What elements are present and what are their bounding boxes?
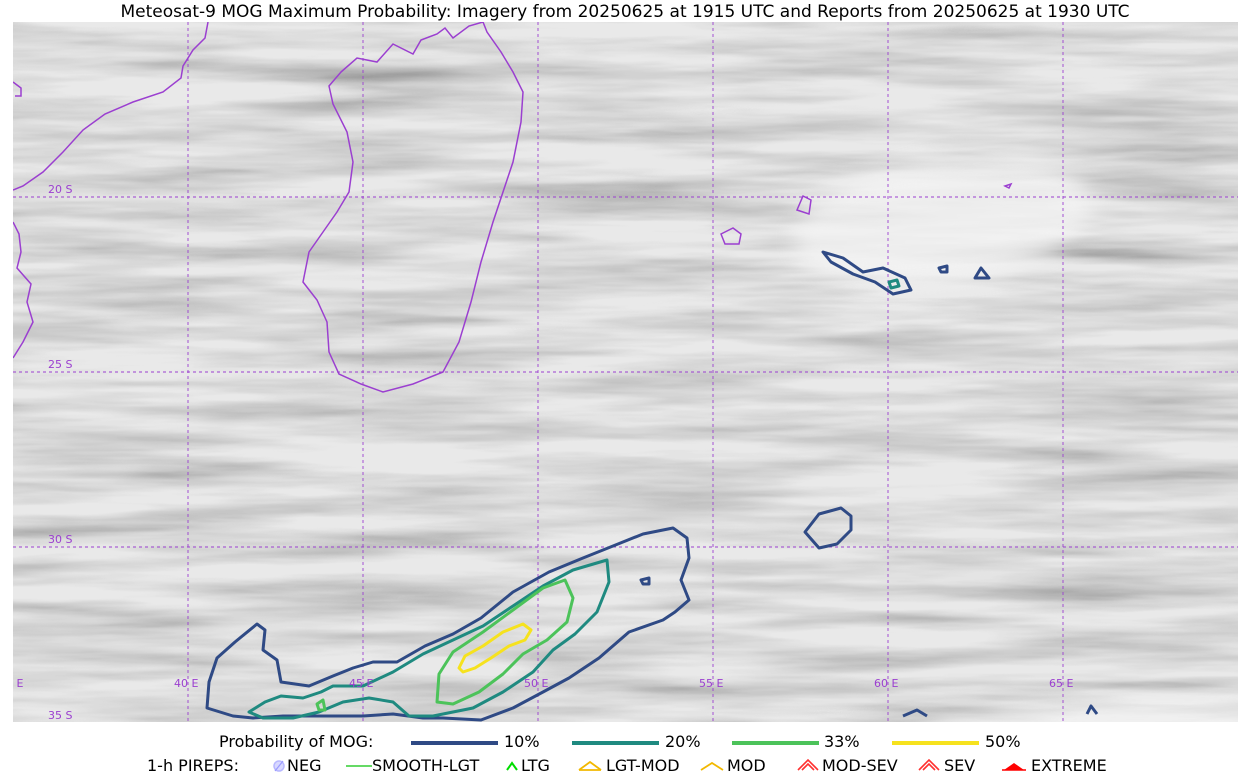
lat-label: 35 S: [48, 709, 72, 722]
bright-cloud-mass: [794, 157, 1092, 287]
pirep-label-lgt-mod: LGT-MOD: [606, 756, 680, 775]
pirep-label-mod-sev: MOD-SEV: [822, 756, 898, 775]
caret-icon: [700, 761, 724, 771]
africa-coast-mid: [13, 221, 34, 359]
prob-label-20: 20%: [665, 732, 701, 751]
double-caret-icon: [797, 758, 819, 771]
contour-10-southeast: [902, 708, 928, 718]
prob-swatch-33: [732, 741, 819, 745]
lon-label: 35 E: [13, 677, 23, 690]
lon-label: 40 E: [174, 677, 198, 690]
lat-label: 30 S: [48, 533, 72, 546]
lon-label: 50 E: [524, 677, 548, 690]
pirep-label-neg: NEG: [287, 756, 322, 775]
mauritius-coast: [720, 227, 742, 245]
prob-label-50: 50%: [985, 732, 1021, 751]
contour-20: [247, 558, 611, 720]
probability-legend: Probability of MOG: 10% 20% 33% 50%: [0, 732, 1250, 754]
contour-10-east-tip: [973, 266, 991, 280]
prob-label-33: 33%: [824, 732, 860, 751]
lat-label: 25 S: [48, 358, 72, 371]
africa-coast-top: [13, 81, 22, 97]
rodrigues-coast: [1003, 182, 1013, 190]
contour-20-east: [887, 278, 901, 290]
lon-label: 45 E: [349, 677, 373, 690]
lon-label: 60 E: [874, 677, 898, 690]
pirep-legend-title: 1-h PIREPS:: [147, 756, 239, 775]
contour-10-mid-island: [803, 506, 853, 550]
lon-label: 65 E: [1049, 677, 1073, 690]
prob-swatch-50: [892, 741, 979, 745]
mog-contours: [205, 250, 1099, 722]
pirep-label-extreme: EXTREME: [1031, 756, 1107, 775]
pirep-label-mod: MOD: [727, 756, 766, 775]
lon-label: 55 E: [699, 677, 723, 690]
caret-icon: [506, 761, 518, 771]
contour-10-small-box: [639, 576, 651, 586]
madagascar-coast: [302, 22, 524, 393]
lat-label: 20 S: [48, 183, 72, 196]
double-caret-icon: [918, 758, 940, 771]
prob-label-10: 10%: [504, 732, 540, 751]
contour-10-east: [821, 250, 913, 296]
africa-coast-north: [13, 22, 209, 191]
pirep-label-ltg: LTG: [521, 756, 550, 775]
contour-10-east-small: [937, 264, 949, 274]
contour-50: [457, 622, 533, 674]
satellite-map: 20 S 25 S 30 S 35 S 35 E 40 E 45 E 50 E …: [13, 22, 1238, 722]
probability-legend-title: Probability of MOG:: [219, 732, 374, 751]
reunion-coast: [795, 194, 812, 215]
graticule: [13, 22, 1238, 722]
prob-swatch-20: [572, 741, 659, 745]
contour-33: [435, 578, 575, 706]
neg-circle-icon: [273, 760, 285, 772]
contour-10-southwest: [205, 526, 691, 722]
map-title: Meteosat-9 MOG Maximum Probability: Imag…: [120, 2, 1130, 22]
pirep-label-sev: SEV: [944, 756, 976, 775]
prob-swatch-10: [411, 741, 498, 745]
coastlines: [13, 22, 1013, 393]
contour-10-south-tip: [1085, 704, 1099, 715]
filled-caret-icon: [1002, 763, 1026, 771]
line-icon: [346, 765, 372, 767]
pirep-label-smooth-lgt: SMOOTH-LGT: [372, 756, 480, 775]
pirep-legend: 1-h PIREPS: NEG SMOOTH-LGT LTG LGT-MOD M…: [0, 756, 1250, 778]
double-caret-icon: [578, 760, 602, 771]
contour-33-south-spot: [315, 698, 327, 712]
